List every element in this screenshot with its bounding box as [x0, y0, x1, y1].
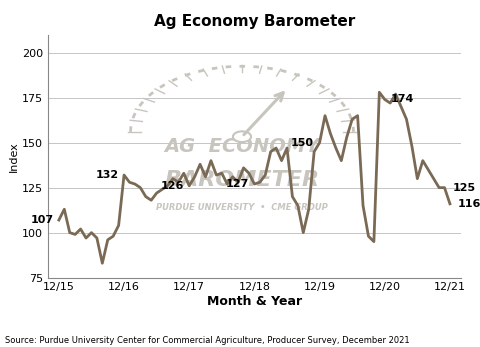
Text: PURDUE UNIVERSITY  •  CME GROUP: PURDUE UNIVERSITY • CME GROUP [156, 203, 328, 212]
Text: AG  ECONOMY: AG ECONOMY [164, 137, 320, 156]
Text: 107: 107 [30, 215, 53, 225]
Text: 132: 132 [96, 170, 119, 180]
Text: 126: 126 [160, 181, 184, 191]
Text: 116: 116 [458, 199, 480, 209]
Text: Source: Purdue University Center for Commercial Agriculture, Producer Survey, De: Source: Purdue University Center for Com… [5, 336, 409, 345]
Text: BAROMETER: BAROMETER [165, 170, 320, 191]
Y-axis label: Index: Index [9, 141, 19, 171]
Circle shape [233, 132, 251, 142]
X-axis label: Month & Year: Month & Year [207, 295, 302, 308]
Title: Ag Economy Barometer: Ag Economy Barometer [154, 14, 355, 29]
Text: 125: 125 [453, 183, 476, 193]
Text: 127: 127 [226, 179, 249, 189]
Text: 174: 174 [390, 94, 414, 104]
Text: 150: 150 [291, 138, 314, 148]
